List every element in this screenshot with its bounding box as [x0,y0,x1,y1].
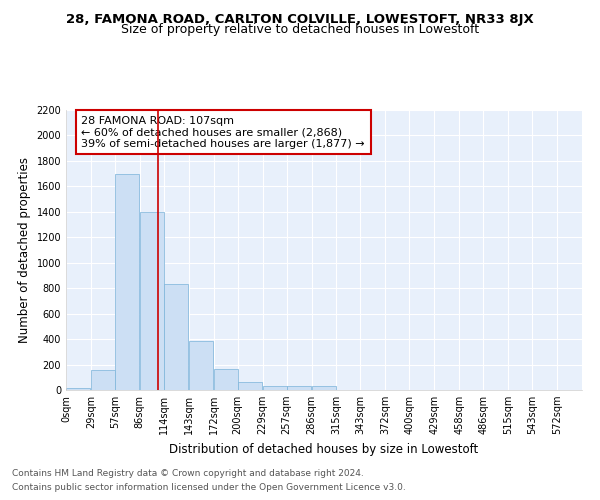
X-axis label: Distribution of detached houses by size in Lowestoft: Distribution of detached houses by size … [169,442,479,456]
Y-axis label: Number of detached properties: Number of detached properties [18,157,31,343]
Bar [263,386,287,390]
Bar [189,341,213,390]
Bar [115,174,139,390]
Text: 28 FAMONA ROAD: 107sqm
← 60% of detached houses are smaller (2,868)
39% of semi-: 28 FAMONA ROAD: 107sqm ← 60% of detached… [82,116,365,149]
Bar [214,369,238,390]
Text: 28, FAMONA ROAD, CARLTON COLVILLE, LOWESTOFT, NR33 8JX: 28, FAMONA ROAD, CARLTON COLVILLE, LOWES… [66,12,534,26]
Bar [164,284,188,390]
Text: Contains public sector information licensed under the Open Government Licence v3: Contains public sector information licen… [12,484,406,492]
Text: Contains HM Land Registry data © Crown copyright and database right 2024.: Contains HM Land Registry data © Crown c… [12,468,364,477]
Bar [287,386,311,390]
Bar [66,388,90,390]
Bar [238,382,262,390]
Bar [91,370,115,390]
Bar [311,386,335,390]
Text: Size of property relative to detached houses in Lowestoft: Size of property relative to detached ho… [121,24,479,36]
Bar [140,212,164,390]
